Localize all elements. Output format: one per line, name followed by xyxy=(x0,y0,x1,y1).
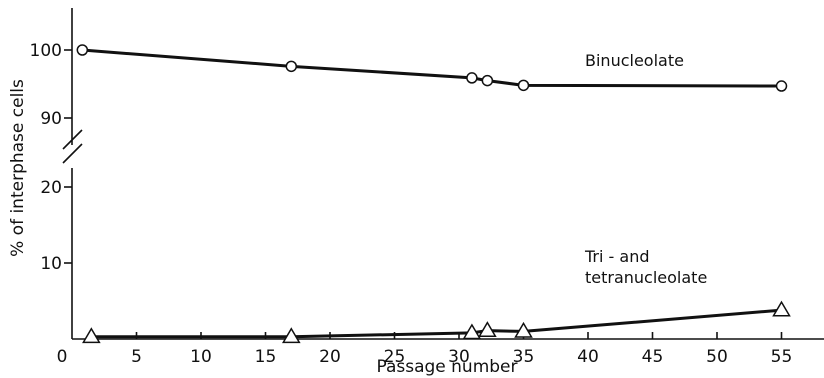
series-line xyxy=(82,48,782,88)
axis-break-mark xyxy=(62,143,83,164)
x-tick-label: 30 xyxy=(448,347,470,367)
y-axis-title: % of interphase cells xyxy=(8,79,28,257)
x-tick-label: 25 xyxy=(384,347,406,367)
circle-marker xyxy=(76,44,89,56)
circle-marker xyxy=(775,80,788,92)
triangle-marker xyxy=(462,323,482,340)
x-ticks: 0 5 10 15 20 25 30 35 40 45 50 55 xyxy=(57,332,793,367)
x-axis-title: Passage number xyxy=(376,357,517,377)
x-tick-label: 40 xyxy=(577,347,599,367)
circle-marker xyxy=(481,74,494,87)
triangle-marker xyxy=(478,321,497,337)
y-tick-label: 20 xyxy=(40,178,62,198)
y-tick-label: 90 xyxy=(40,109,62,129)
triangle-marker xyxy=(772,300,791,317)
x-tick-label: 55 xyxy=(771,347,793,367)
y-axis xyxy=(62,8,83,339)
triangle-marker xyxy=(82,327,101,344)
x-tick-label: 15 xyxy=(255,347,277,367)
series-label-binucleolate: Binucleolate xyxy=(585,51,684,70)
series-labels: Binucleolate Tri - and tetranucleolate xyxy=(584,51,707,287)
x-tick-label: 50 xyxy=(706,347,728,367)
x-tick-label: 5 xyxy=(131,347,142,367)
x-tick-label: 20 xyxy=(319,347,341,367)
x-tick-label: 0 xyxy=(57,347,68,367)
series-line xyxy=(91,308,782,339)
y-tick-label: 100 xyxy=(30,41,62,61)
series-label-tri-tetranucleolate: tetranucleolate xyxy=(585,268,707,287)
circle-marker xyxy=(466,72,478,84)
triangle-marker xyxy=(514,321,533,338)
axis-break-mark xyxy=(62,129,83,150)
series-layer xyxy=(76,44,791,344)
y-tick-label: 10 xyxy=(40,254,62,274)
triangle-marker xyxy=(281,327,301,344)
x-tick-label: 35 xyxy=(513,347,535,367)
circle-marker xyxy=(517,79,530,92)
circle-marker xyxy=(285,60,298,73)
y-ticks: 90 100 10 20 xyxy=(30,41,72,274)
series-label-tri-tetranucleolate: Tri - and xyxy=(584,247,650,266)
x-tick-label: 10 xyxy=(190,347,212,367)
x-tick-label: 45 xyxy=(642,347,664,367)
